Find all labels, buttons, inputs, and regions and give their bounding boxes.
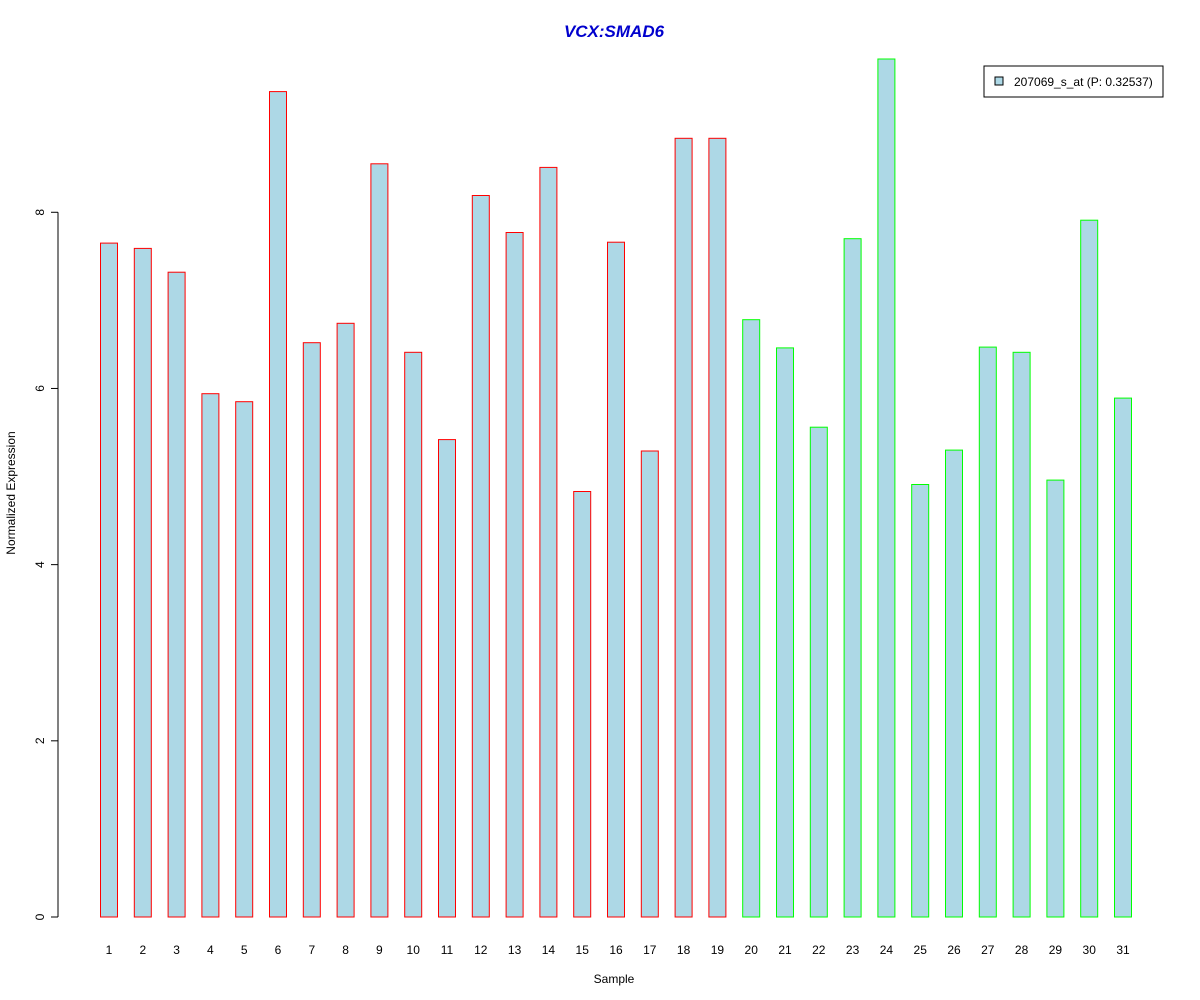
x-tick-label: 8: [342, 943, 349, 957]
bar-sample-28: [1012, 351, 1031, 918]
x-tick-label: 4: [207, 943, 214, 957]
x-tick-label: 2: [139, 943, 146, 957]
x-tick-label: 1: [106, 943, 113, 957]
y-tick-label: 8: [33, 209, 47, 216]
bar-sample-31: [1114, 397, 1132, 918]
x-tick-label: 27: [981, 943, 995, 957]
x-tick-label: 15: [576, 943, 590, 957]
bar-sample-18: [674, 137, 693, 918]
bar-sample-8: [336, 322, 355, 918]
bar-sample-12: [471, 195, 490, 918]
bar-sample-20: [742, 319, 761, 918]
bar-sample-16: [607, 241, 625, 918]
x-tick-labels: 1 2 3 4 5 6 7 8 9 10 11 12 13 14 15 16 17 18 19 20 21 22 23 24 2…: [106, 943, 1130, 957]
x-tick-label: 31: [1116, 943, 1130, 957]
x-tick-label: 16: [609, 943, 623, 957]
bar-sample-26: [945, 449, 963, 918]
bar-sample-4: [201, 393, 220, 918]
bar-sample-7: [302, 342, 321, 918]
bar-sample-25: [911, 484, 930, 918]
x-tick-label: 29: [1049, 943, 1063, 957]
bar-sample-21: [776, 347, 794, 918]
y-tick-label: 0: [33, 913, 47, 920]
x-tick-label: 18: [677, 943, 691, 957]
y-tick-label: 4: [33, 561, 47, 568]
bar-sample-11: [438, 439, 456, 918]
x-tick-label: 11: [441, 943, 454, 957]
x-tick-label: 24: [880, 943, 894, 957]
y-axis-label: Normalized Expression: [4, 431, 18, 554]
x-tick-label: 23: [846, 943, 860, 957]
bar-sample-10: [404, 351, 423, 918]
legend-swatch: [994, 76, 1004, 86]
x-tick-label: 9: [376, 943, 383, 957]
bar-sample-3: [167, 271, 186, 918]
legend-box: [983, 65, 1164, 98]
bar-sample-24: [877, 58, 896, 918]
x-tick-label: 26: [947, 943, 961, 957]
x-tick-label: 13: [508, 943, 522, 957]
bar-sample-15: [573, 491, 592, 918]
x-tick-label: 12: [474, 943, 488, 957]
x-tick-label: 25: [914, 943, 928, 957]
x-tick-label: 30: [1083, 943, 1097, 957]
bar-sample-2: [133, 247, 152, 918]
x-tick-label: 10: [407, 943, 421, 957]
y-tick-label: 2: [33, 737, 47, 744]
legend-entry-label: 207069_s_at (P: 0.32537): [1014, 75, 1153, 89]
bar-sample-23: [843, 238, 862, 918]
y-axis: 0 2 4 6 8: [33, 209, 59, 920]
y-tick-label: 6: [33, 385, 47, 392]
x-tick-label: 28: [1015, 943, 1029, 957]
bar-sample-6: [269, 91, 287, 918]
x-tick-label: 3: [173, 943, 180, 957]
chart-title: VCX:SMAD6: [564, 22, 665, 41]
x-tick-label: 17: [643, 943, 657, 957]
x-tick-label: 19: [711, 943, 725, 957]
bar-sample-27: [978, 346, 997, 918]
legend: 207069_s_at (P: 0.32537): [983, 65, 1164, 98]
x-tick-label: 21: [778, 943, 792, 957]
bar-sample-22: [809, 426, 828, 918]
x-tick-label: 20: [745, 943, 759, 957]
bar-sample-29: [1046, 479, 1065, 918]
bar-sample-30: [1080, 219, 1099, 918]
x-axis-label: Sample: [594, 972, 635, 986]
bar-sample-13: [505, 232, 524, 918]
bar-sample-5: [235, 401, 254, 918]
x-tick-label: 7: [308, 943, 315, 957]
x-tick-label: 6: [275, 943, 282, 957]
bar-sample-17: [640, 450, 659, 918]
bars-group: [100, 58, 1132, 918]
bar-sample-14: [539, 166, 558, 918]
x-tick-label: 14: [542, 943, 556, 957]
bar-sample-9: [370, 163, 389, 918]
x-tick-label: 5: [241, 943, 248, 957]
bar-sample-1: [100, 242, 118, 918]
x-tick-label: 22: [812, 943, 826, 957]
bar-sample-19: [708, 137, 727, 918]
